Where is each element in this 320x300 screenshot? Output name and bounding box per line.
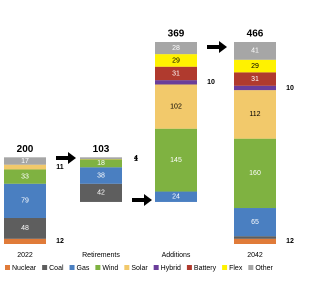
legend-swatch: [69, 265, 75, 270]
bar-segment: [234, 59, 276, 73]
bar-segment: [234, 138, 276, 209]
legend-swatch: [95, 265, 101, 270]
x-tick-label: Additions: [162, 252, 191, 259]
data-label: 31: [172, 70, 180, 77]
chart: 12 48 79 33 11 17 200 2022 42 38 18 14 103 Retirement…: [4, 29, 294, 272]
bar-segment: [155, 80, 197, 85]
legend-label: Flex: [229, 265, 243, 272]
data-label: 65: [251, 219, 259, 226]
bar-segment: [234, 85, 276, 91]
bar-segment: [4, 183, 46, 218]
bar-segment: [4, 169, 46, 184]
bar-segment: [4, 157, 46, 165]
total-label: 200: [17, 144, 34, 155]
bar-segment: [4, 164, 46, 170]
legend-swatch: [124, 265, 130, 270]
data-label: 29: [172, 57, 180, 64]
data-label: 10: [207, 79, 215, 86]
data-label: 33: [21, 173, 29, 180]
legend-label: Nuclear: [12, 265, 37, 272]
data-label: 4: [134, 155, 138, 162]
data-label: 42: [97, 190, 105, 197]
legend-label: Gas: [77, 265, 90, 272]
bar-segment: [234, 238, 276, 244]
bar-segment: [234, 236, 276, 239]
data-label: 145: [170, 157, 182, 164]
bar-segment: [155, 42, 197, 55]
arrow: [56, 152, 76, 164]
bar-segment: [155, 191, 197, 202]
data-label: 160: [249, 170, 261, 177]
data-label: 1: [134, 156, 138, 163]
bar-segment: [155, 84, 197, 129]
data-label: 79: [21, 198, 29, 205]
data-label: 48: [21, 225, 29, 232]
data-label: 12: [56, 238, 64, 245]
data-label: 38: [97, 172, 105, 179]
bar-segment: [4, 217, 46, 239]
legend-label: Solar: [131, 265, 148, 272]
data-label: 10: [286, 85, 294, 92]
bar-segment: [80, 167, 122, 184]
x-tick-label: 2042: [247, 252, 263, 259]
legend-swatch: [222, 265, 228, 270]
data-label: 17: [21, 158, 29, 165]
data-label: 31: [251, 76, 259, 83]
x-tick-label: 2022: [17, 252, 33, 259]
legend-label: Other: [255, 265, 273, 272]
data-label: 41: [251, 48, 259, 55]
bar-segment: [234, 208, 276, 237]
bar-segment: [80, 183, 122, 202]
bar-segment: [4, 238, 46, 244]
x-tick-label: Retirements: [82, 252, 120, 259]
data-label: 24: [172, 194, 180, 201]
bar-segment: [155, 54, 197, 67]
total-label: 369: [168, 29, 185, 40]
bar-segment: [80, 159, 122, 168]
bar-segment: [155, 128, 197, 192]
data-label: 12: [286, 238, 294, 245]
legend-swatch: [42, 265, 48, 270]
arrows: [56, 41, 227, 206]
data-label: 11: [56, 164, 64, 171]
arrow: [207, 41, 227, 53]
total-label: 103: [93, 144, 110, 155]
legend-swatch: [153, 265, 159, 270]
bar-segment: [155, 66, 197, 81]
arrow: [132, 194, 152, 206]
legend-swatch: [5, 265, 10, 270]
legend-label: Coal: [49, 265, 64, 272]
data-label: 112: [249, 111, 260, 118]
bar-segment: [234, 90, 276, 139]
bar-segment: [80, 157, 122, 160]
data-label: 102: [170, 103, 182, 110]
legend-swatch: [186, 265, 192, 270]
data-label: 28: [172, 45, 180, 52]
data-label: 18: [97, 160, 105, 167]
legend-label: Hybrid: [161, 265, 181, 272]
bar-segment: [234, 72, 276, 86]
legend-swatch: [248, 265, 254, 270]
legend-label: Wind: [102, 265, 118, 272]
bar-segment: [234, 42, 276, 60]
legend-label: Battery: [194, 265, 217, 272]
total-label: 466: [247, 29, 264, 40]
data-label: 29: [251, 63, 259, 70]
